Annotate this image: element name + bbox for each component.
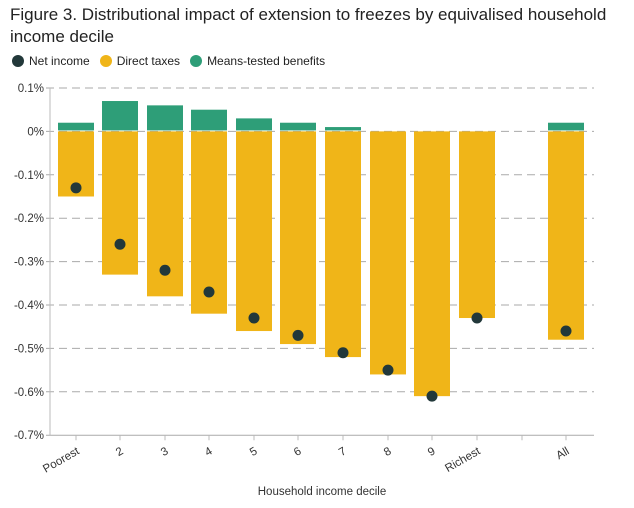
net-income-dot	[248, 312, 260, 324]
net-income-dot	[560, 325, 572, 337]
y-tick-label: -0.3%	[14, 257, 44, 269]
x-tick-label: All	[554, 445, 571, 462]
net-income-dot	[114, 238, 126, 250]
bar-means-tested-benefits	[102, 101, 138, 131]
y-tick-label: -0.4%	[14, 300, 44, 312]
net-income-dot	[382, 364, 394, 376]
legend-label: Net income	[29, 54, 90, 68]
y-tick-label: -0.2%	[14, 213, 44, 225]
bar-means-tested-benefits	[236, 118, 272, 131]
y-tick-label: 0.1%	[18, 83, 44, 95]
y-tick-label: -0.1%	[14, 170, 44, 182]
legend-swatch	[12, 55, 24, 67]
x-tick-label: 9	[426, 445, 438, 459]
x-tick-label: Poorest	[41, 445, 82, 476]
bar-direct-taxes	[102, 131, 138, 275]
bar-means-tested-benefits	[191, 109, 227, 131]
bar-means-tested-benefits	[280, 122, 316, 131]
y-tick-label: -0.6%	[14, 387, 44, 399]
legend-label: Direct taxes	[116, 54, 181, 68]
x-axis-label: Household income decile	[258, 486, 387, 498]
legend-label: Means-tested benefits	[207, 54, 326, 68]
bar-means-tested-benefits	[58, 122, 94, 131]
x-tick-label: 7	[337, 445, 349, 459]
bar-direct-taxes	[191, 131, 227, 314]
y-tick-label: -0.5%	[14, 343, 44, 355]
legend-swatch	[190, 55, 203, 67]
x-tick-label: 5	[248, 445, 260, 459]
net-income-dot	[426, 390, 438, 402]
y-tick-label: -0.7%	[14, 430, 44, 442]
x-tick-label: 2	[114, 445, 126, 459]
net-income-dot	[292, 329, 304, 341]
bar-direct-taxes	[370, 131, 406, 375]
x-tick-label: 4	[203, 445, 215, 459]
legend-item-direct-taxes: Direct taxes	[99, 54, 181, 68]
bar-direct-taxes	[236, 131, 272, 332]
x-tick-label: 3	[159, 445, 171, 459]
x-tick-label: 8	[382, 445, 394, 459]
legend-item-means-tested-benefits: Means-tested benefits	[190, 54, 325, 68]
legend-item-net-income: Net income	[12, 54, 90, 68]
net-income-dot	[70, 182, 82, 194]
chart-title: Figure 3. Distributional impact of exten…	[10, 5, 607, 46]
bar-direct-taxes	[459, 131, 495, 319]
net-income-dot	[471, 312, 483, 324]
bar-direct-taxes	[548, 131, 584, 340]
net-income-dot	[337, 347, 349, 359]
bar-direct-taxes	[414, 131, 450, 397]
bar-means-tested-benefits	[147, 105, 183, 131]
net-income-dot	[203, 286, 215, 298]
x-tick-label: 6	[292, 445, 304, 459]
bar-direct-taxes	[280, 131, 316, 345]
legend: Net income Direct taxes Means-tested ben…	[12, 54, 325, 68]
bar-means-tested-benefits	[325, 127, 361, 131]
net-income-dot	[159, 264, 171, 276]
legend-swatch	[99, 55, 112, 67]
x-tick-label: Richest	[443, 445, 483, 475]
bar-direct-taxes	[325, 131, 361, 358]
y-tick-label: 0%	[27, 126, 44, 138]
bar-means-tested-benefits	[548, 122, 584, 131]
